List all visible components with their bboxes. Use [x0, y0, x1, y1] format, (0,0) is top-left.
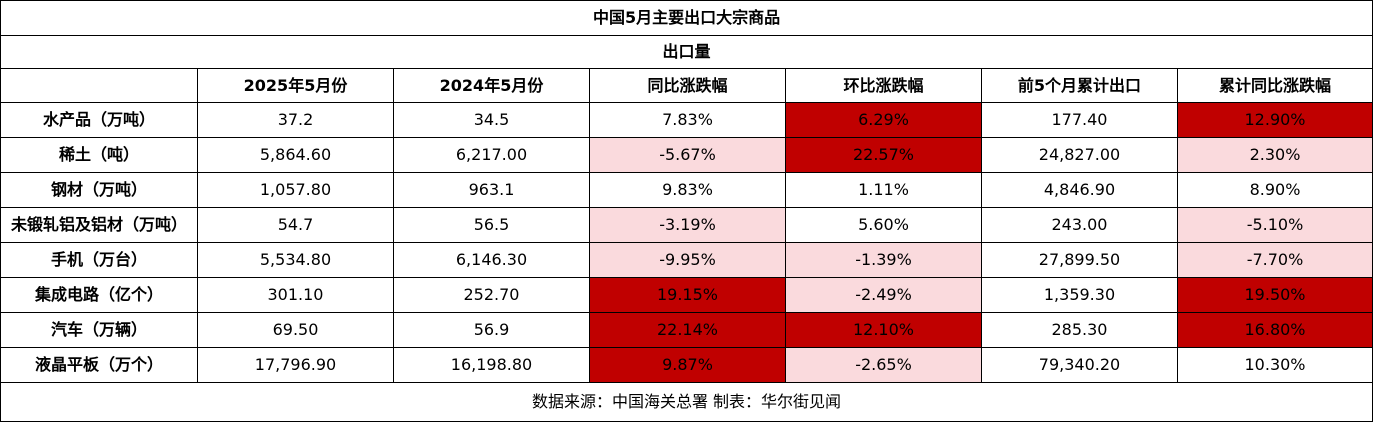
commodity-name: 钢材（万吨）: [0, 172, 198, 208]
cell-may-2024: 6,217.00: [393, 137, 590, 173]
cell-mom: 5.60%: [785, 207, 982, 243]
cell-mom: -2.65%: [785, 347, 982, 383]
cell-yoy: 7.83%: [589, 102, 786, 138]
cell-mom: 6.29%: [785, 102, 982, 138]
cell-may-2024: 56.9: [393, 312, 590, 348]
cell-may-2025: 1,057.80: [197, 172, 394, 208]
cell-may-2025: 5,534.80: [197, 242, 394, 278]
cell-ytd: 285.30: [981, 312, 1178, 348]
cell-may-2025: 37.2: [197, 102, 394, 138]
cell-mom: -1.39%: [785, 242, 982, 278]
table-row: 集成电路（亿个） 301.10 252.70 19.15% -2.49% 1,3…: [0, 277, 1373, 313]
cell-ytd: 177.40: [981, 102, 1178, 138]
cell-may-2024: 34.5: [393, 102, 590, 138]
cell-may-2025: 301.10: [197, 277, 394, 313]
cell-yoy: -9.95%: [589, 242, 786, 278]
table-title: 中国5月主要出口大宗商品: [0, 0, 1373, 36]
cell-ytd-yoy: 2.30%: [1176, 137, 1373, 173]
cell-may-2025: 69.50: [197, 312, 394, 348]
commodity-name: 液晶平板（万个）: [0, 347, 198, 383]
cell-yoy: -5.67%: [589, 137, 786, 173]
cell-yoy: 19.15%: [589, 277, 786, 313]
header-may-2025: 2025年5月份: [197, 68, 394, 103]
header-ytd-exports: 前5个月累计出口: [981, 68, 1178, 103]
header-yoy-change: 同比涨跌幅: [589, 68, 786, 103]
table-row: 液晶平板（万个） 17,796.90 16,198.80 9.87% -2.65…: [0, 347, 1373, 383]
cell-ytd: 1,359.30: [981, 277, 1178, 313]
cell-ytd-yoy: 12.90%: [1176, 102, 1373, 138]
cell-mom: 1.11%: [785, 172, 982, 208]
commodity-name: 集成电路（亿个）: [0, 277, 198, 313]
unit-label: 出口量: [0, 35, 1373, 69]
table-row: 手机（万台） 5,534.80 6,146.30 -9.95% -1.39% 2…: [0, 242, 1373, 278]
unit-row: 出口量: [0, 35, 1373, 69]
cell-mom: -2.49%: [785, 277, 982, 313]
cell-yoy: 9.83%: [589, 172, 786, 208]
header-may-2024: 2024年5月份: [393, 68, 590, 103]
cell-may-2024: 16,198.80: [393, 347, 590, 383]
table-row: 未锻轧铝及铝材（万吨） 54.7 56.5 -3.19% 5.60% 243.0…: [0, 207, 1373, 243]
cell-ytd: 243.00: [981, 207, 1178, 243]
cell-ytd-yoy: -5.10%: [1176, 207, 1373, 243]
cell-mom: 12.10%: [785, 312, 982, 348]
source-note: 数据来源：中国海关总署 制表：华尔街见闻: [0, 382, 1373, 422]
header-blank: [0, 68, 198, 103]
cell-ytd: 79,340.20: [981, 347, 1178, 383]
header-row: 2025年5月份 2024年5月份 同比涨跌幅 环比涨跌幅 前5个月累计出口 累…: [0, 68, 1373, 103]
cell-ytd-yoy: 10.30%: [1176, 347, 1373, 383]
table-row: 钢材（万吨） 1,057.80 963.1 9.83% 1.11% 4,846.…: [0, 172, 1373, 208]
cell-may-2025: 17,796.90: [197, 347, 394, 383]
title-row: 中国5月主要出口大宗商品: [0, 0, 1373, 36]
source-row: 数据来源：中国海关总署 制表：华尔街见闻: [0, 382, 1373, 422]
table-row: 水产品（万吨） 37.2 34.5 7.83% 6.29% 177.40 12.…: [0, 102, 1373, 138]
cell-ytd-yoy: 19.50%: [1176, 277, 1373, 313]
commodity-name: 水产品（万吨）: [0, 102, 198, 138]
cell-may-2024: 56.5: [393, 207, 590, 243]
cell-yoy: -3.19%: [589, 207, 786, 243]
commodity-name: 汽车（万辆）: [0, 312, 198, 348]
cell-yoy: 9.87%: [589, 347, 786, 383]
cell-ytd-yoy: -7.70%: [1176, 242, 1373, 278]
cell-ytd-yoy: 8.90%: [1176, 172, 1373, 208]
commodity-name: 未锻轧铝及铝材（万吨）: [0, 207, 198, 243]
cell-may-2024: 252.70: [393, 277, 590, 313]
cell-may-2024: 963.1: [393, 172, 590, 208]
header-mom-change: 环比涨跌幅: [785, 68, 982, 103]
table-row: 稀土（吨） 5,864.60 6,217.00 -5.67% 22.57% 24…: [0, 137, 1373, 173]
cell-ytd: 4,846.90: [981, 172, 1178, 208]
cell-may-2025: 54.7: [197, 207, 394, 243]
cell-may-2025: 5,864.60: [197, 137, 394, 173]
cell-mom: 22.57%: [785, 137, 982, 173]
cell-may-2024: 6,146.30: [393, 242, 590, 278]
cell-ytd: 27,899.50: [981, 242, 1178, 278]
table-row: 汽车（万辆） 69.50 56.9 22.14% 12.10% 285.30 1…: [0, 312, 1373, 348]
commodity-name: 手机（万台）: [0, 242, 198, 278]
cell-ytd-yoy: 16.80%: [1176, 312, 1373, 348]
cell-ytd: 24,827.00: [981, 137, 1178, 173]
commodity-name: 稀土（吨）: [0, 137, 198, 173]
header-ytd-yoy-change: 累计同比涨跌幅: [1176, 68, 1373, 103]
cell-yoy: 22.14%: [589, 312, 786, 348]
